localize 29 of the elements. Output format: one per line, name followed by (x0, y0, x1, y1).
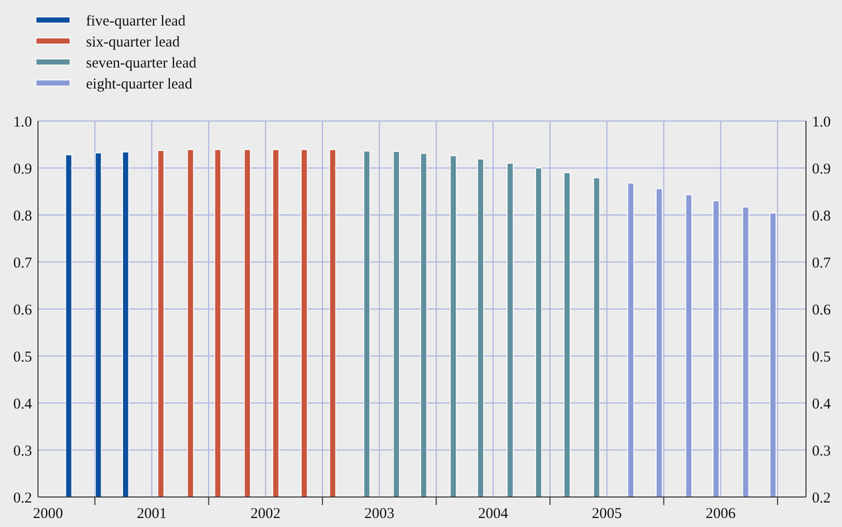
y-tick-label: 0.7 (13, 255, 32, 272)
legend-label: eight-quarter lead (86, 76, 193, 92)
y2-tick-label: 0.4 (812, 396, 832, 412)
x-tick-label: 2006 (706, 506, 736, 522)
y-tick-label: 0.2 (13, 490, 32, 506)
y-tick-label: 0.6 (13, 302, 32, 318)
y-tick-label: 1.0 (13, 114, 32, 130)
y-tick-label: 0.5 (13, 349, 32, 366)
y-tick-label: 0.4 (13, 396, 32, 412)
x-tick-label: 2002 (250, 506, 281, 522)
y-tick-label: 0.3 (13, 443, 32, 460)
y2-tick-label: 0.9 (812, 161, 831, 178)
y2-tick-label: 1.0 (812, 114, 831, 130)
y2-tick-label: 0.5 (812, 349, 831, 366)
y2-tick-label: 0.7 (812, 255, 832, 272)
y-tick-label: 0.8 (13, 208, 32, 224)
y2-tick-label: 0.8 (812, 208, 831, 224)
y2-tick-label: 0.2 (812, 490, 831, 506)
x-tick-label: 2005 (592, 506, 622, 522)
y2-tick-label: 0.3 (812, 443, 831, 460)
legend-label: seven-quarter lead (86, 55, 197, 72)
legend-label: five-quarter lead (86, 13, 186, 30)
x-tick-label: 2003 (364, 506, 394, 522)
x-tick-label: 2004 (478, 506, 509, 522)
x-tick-label: 2001 (136, 506, 167, 522)
legend-label: six-quarter lead (86, 34, 180, 50)
y2-tick-label: 0.6 (812, 302, 832, 318)
x-tick-label: 2000 (33, 506, 63, 522)
y-tick-label: 0.9 (13, 161, 32, 178)
